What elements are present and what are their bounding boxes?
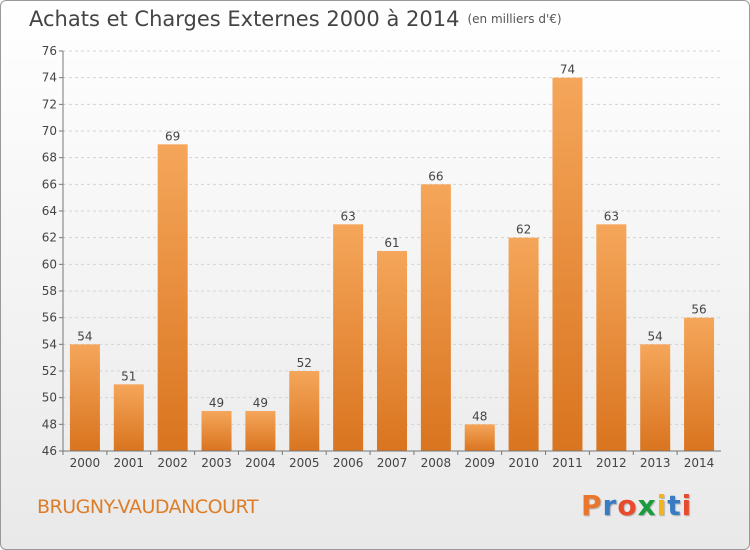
data-label: 49: [253, 396, 268, 410]
data-label: 54: [77, 329, 92, 343]
data-label: 61: [384, 236, 399, 250]
y-tick-label: 70: [42, 124, 57, 138]
y-tick-label: 62: [42, 231, 57, 245]
data-label: 52: [297, 356, 312, 370]
commune-name: BRUGNY-VAUDANCOURT: [37, 496, 258, 518]
x-tick-label: 2011: [552, 456, 583, 470]
y-tick-label: 68: [42, 151, 57, 165]
bar-2004: [245, 411, 276, 451]
data-label: 63: [340, 209, 355, 223]
chart-title: Achats et Charges Externes 2000 à 2014 (e…: [29, 7, 562, 31]
x-tick-label: 2005: [289, 456, 320, 470]
x-tick-label: 2014: [684, 456, 715, 470]
chart-subtitle: (en milliers d'€): [467, 12, 562, 26]
bar-2001: [113, 384, 144, 451]
x-tick-label: 2004: [245, 456, 276, 470]
y-tick-label: 76: [42, 44, 57, 58]
y-tick-label: 50: [42, 391, 57, 405]
logo-letter: x: [637, 489, 657, 522]
y-tick-label: 64: [42, 204, 57, 218]
data-label: 54: [648, 329, 663, 343]
data-label: 63: [604, 209, 619, 223]
data-label: 48: [472, 409, 487, 423]
logo-letter: t: [667, 489, 682, 522]
x-tick-label: 2012: [596, 456, 627, 470]
logo-letter: i: [656, 489, 668, 522]
proxiti-logo: Proxiti: [581, 489, 692, 522]
data-label: 69: [165, 129, 180, 143]
data-label: 66: [428, 169, 443, 183]
bar-2008: [420, 184, 451, 452]
bar-2003: [201, 411, 232, 451]
y-tick-label: 72: [42, 97, 57, 111]
x-tick-label: 2002: [157, 456, 188, 470]
logo-letter: r: [602, 489, 618, 522]
y-tick-label: 52: [42, 364, 57, 378]
x-tick-label: 2001: [114, 456, 145, 470]
data-label: 62: [516, 223, 531, 237]
bar-2010: [508, 237, 539, 451]
bar-2000: [69, 344, 100, 451]
y-tick-label: 46: [42, 444, 57, 458]
bar-2005: [289, 371, 320, 451]
y-tick-label: 60: [42, 257, 57, 271]
bar-2012: [596, 224, 627, 451]
x-tick-label: 2000: [70, 456, 101, 470]
x-tick-label: 2008: [421, 456, 452, 470]
logo-letter: o: [617, 489, 638, 522]
x-tick-label: 2010: [508, 456, 539, 470]
x-tick-label: 2006: [333, 456, 364, 470]
data-label: 74: [560, 63, 575, 77]
data-label: 56: [691, 303, 706, 317]
y-tick-label: 56: [42, 311, 57, 325]
y-tick-label: 54: [42, 337, 57, 351]
x-tick-label: 2009: [464, 456, 495, 470]
x-tick-label: 2007: [377, 456, 408, 470]
y-tick-label: 48: [42, 417, 57, 431]
bar-2009: [464, 424, 495, 451]
data-label: 49: [209, 396, 224, 410]
y-tick-label: 58: [42, 284, 57, 298]
logo-letter: i: [681, 489, 693, 522]
bar-2006: [333, 224, 364, 451]
logo-letter: P: [581, 489, 603, 522]
bar-2013: [640, 344, 671, 451]
x-tick-label: 2003: [201, 456, 232, 470]
bar-2002: [157, 144, 188, 452]
data-label: 51: [121, 369, 136, 383]
x-tick-label: 2013: [640, 456, 671, 470]
y-tick-label: 74: [42, 71, 57, 85]
bar-2014: [684, 317, 715, 451]
bar-2011: [552, 77, 583, 452]
y-tick-label: 66: [42, 177, 57, 191]
bar-2007: [377, 251, 407, 451]
